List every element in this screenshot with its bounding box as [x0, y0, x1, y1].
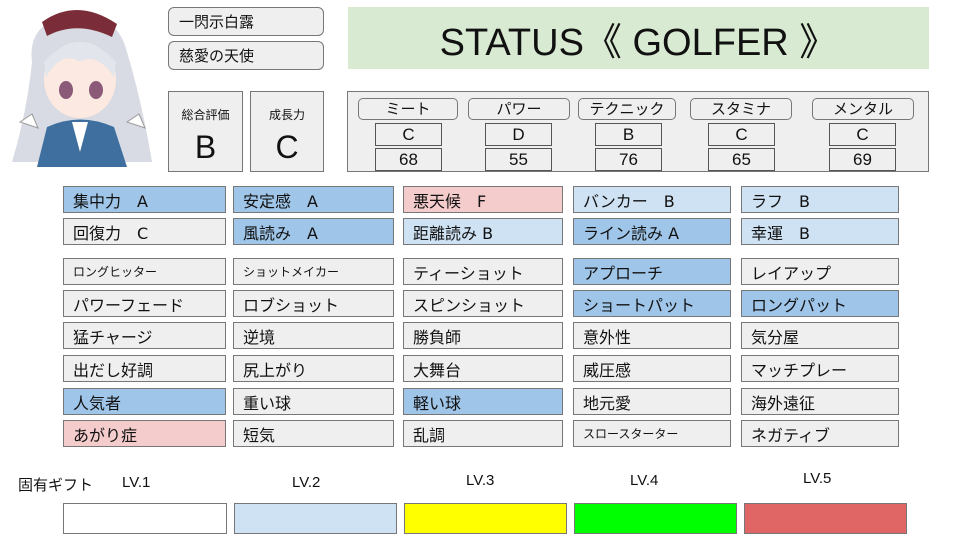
stat-value: 65	[708, 148, 775, 171]
stat-value: 68	[375, 148, 442, 171]
skill-cell: 大舞台	[403, 355, 563, 382]
ability-cell: 幸運 B	[741, 218, 899, 245]
skill-cell: ロングパット	[741, 290, 899, 317]
gift-level-swatch	[63, 503, 227, 534]
skill-cell: マッチプレー	[741, 355, 899, 382]
stat-grade: D	[485, 123, 552, 146]
skill-cell: あがり症	[63, 420, 226, 447]
ability-cell: ラフ B	[741, 186, 899, 213]
ability-cell: 回復力 C	[63, 218, 226, 245]
ability-cell: 集中力 A	[63, 186, 226, 213]
stat-value: 69	[829, 148, 896, 171]
gift-label: 固有ギフト	[18, 477, 94, 494]
skill-cell: 尻上がり	[233, 355, 394, 382]
stat-value: 76	[595, 148, 662, 171]
stat-grade: C	[375, 123, 442, 146]
stat-value: 55	[485, 148, 552, 171]
skill-cell: スロースターター	[573, 420, 731, 447]
stat-label: ミート	[358, 98, 458, 120]
stat-grade: C	[829, 123, 896, 146]
skill-cell: 重い球	[233, 388, 394, 415]
ability-cell: 安定感 A	[233, 186, 394, 213]
skill-cell: 乱調	[403, 420, 563, 447]
skill-cell: ショートパット	[573, 290, 731, 317]
page-title: STATUS《 GOLFER 》	[348, 7, 929, 69]
gift-level-swatch	[234, 503, 397, 534]
character-name: 一閃示白露	[168, 7, 324, 36]
overall-rating-label: 総合評価	[181, 108, 230, 122]
skill-cell: レイアップ	[741, 258, 899, 285]
overall-rating: 総合評価 B	[168, 91, 243, 172]
skill-cell: ショットメイカー	[233, 258, 394, 285]
overall-rating-value: B	[194, 129, 217, 165]
gift-level-label: LV.2	[292, 474, 321, 491]
skill-cell: 地元愛	[573, 388, 731, 415]
ability-cell: バンカー B	[573, 186, 731, 213]
stat-grade: B	[595, 123, 662, 146]
skill-cell: パワーフェード	[63, 290, 226, 317]
skill-cell: 軽い球	[403, 388, 563, 415]
gift-level-label: LV.1	[122, 474, 151, 491]
skill-cell: ネガティブ	[741, 420, 899, 447]
skill-cell: 出だし好調	[63, 355, 226, 382]
stat-label: パワー	[468, 98, 570, 120]
gift-level-label: LV.5	[803, 470, 832, 487]
gift-level-swatch	[574, 503, 737, 534]
skill-cell: 意外性	[573, 322, 731, 349]
gift-level-swatch	[404, 503, 567, 534]
gift-level-label: LV.4	[630, 472, 659, 489]
stat-label: スタミナ	[690, 98, 792, 120]
ability-cell: 距離読み B	[403, 218, 563, 245]
ability-cell: 風読み A	[233, 218, 394, 245]
skill-cell: アプローチ	[573, 258, 731, 285]
skill-cell: 人気者	[63, 388, 226, 415]
skill-cell: ティーショット	[403, 258, 563, 285]
skill-cell: 猛チャージ	[63, 322, 226, 349]
skill-cell: 勝負師	[403, 322, 563, 349]
stat-label: テクニック	[578, 98, 676, 120]
growth-rating: 成長力 C	[250, 91, 324, 172]
growth-rating-value: C	[275, 129, 299, 165]
character-title: 慈愛の天使	[168, 41, 324, 70]
stat-label: メンタル	[812, 98, 914, 120]
ability-cell: 悪天候 F	[403, 186, 563, 213]
gift-level-swatch	[744, 503, 907, 534]
growth-rating-label: 成長力	[268, 108, 305, 122]
skill-cell: ロングヒッター	[63, 258, 226, 285]
skill-cell: スピンショット	[403, 290, 563, 317]
character-portrait	[2, 2, 162, 167]
skill-cell: 海外遠征	[741, 388, 899, 415]
gift-level-label: LV.3	[466, 472, 495, 489]
stat-grade: C	[708, 123, 775, 146]
skill-cell: ロブショット	[233, 290, 394, 317]
skill-cell: 短気	[233, 420, 394, 447]
skill-cell: 威圧感	[573, 355, 731, 382]
skill-cell: 逆境	[233, 322, 394, 349]
skill-cell: 気分屋	[741, 322, 899, 349]
ability-cell: ライン読み A	[573, 218, 731, 245]
